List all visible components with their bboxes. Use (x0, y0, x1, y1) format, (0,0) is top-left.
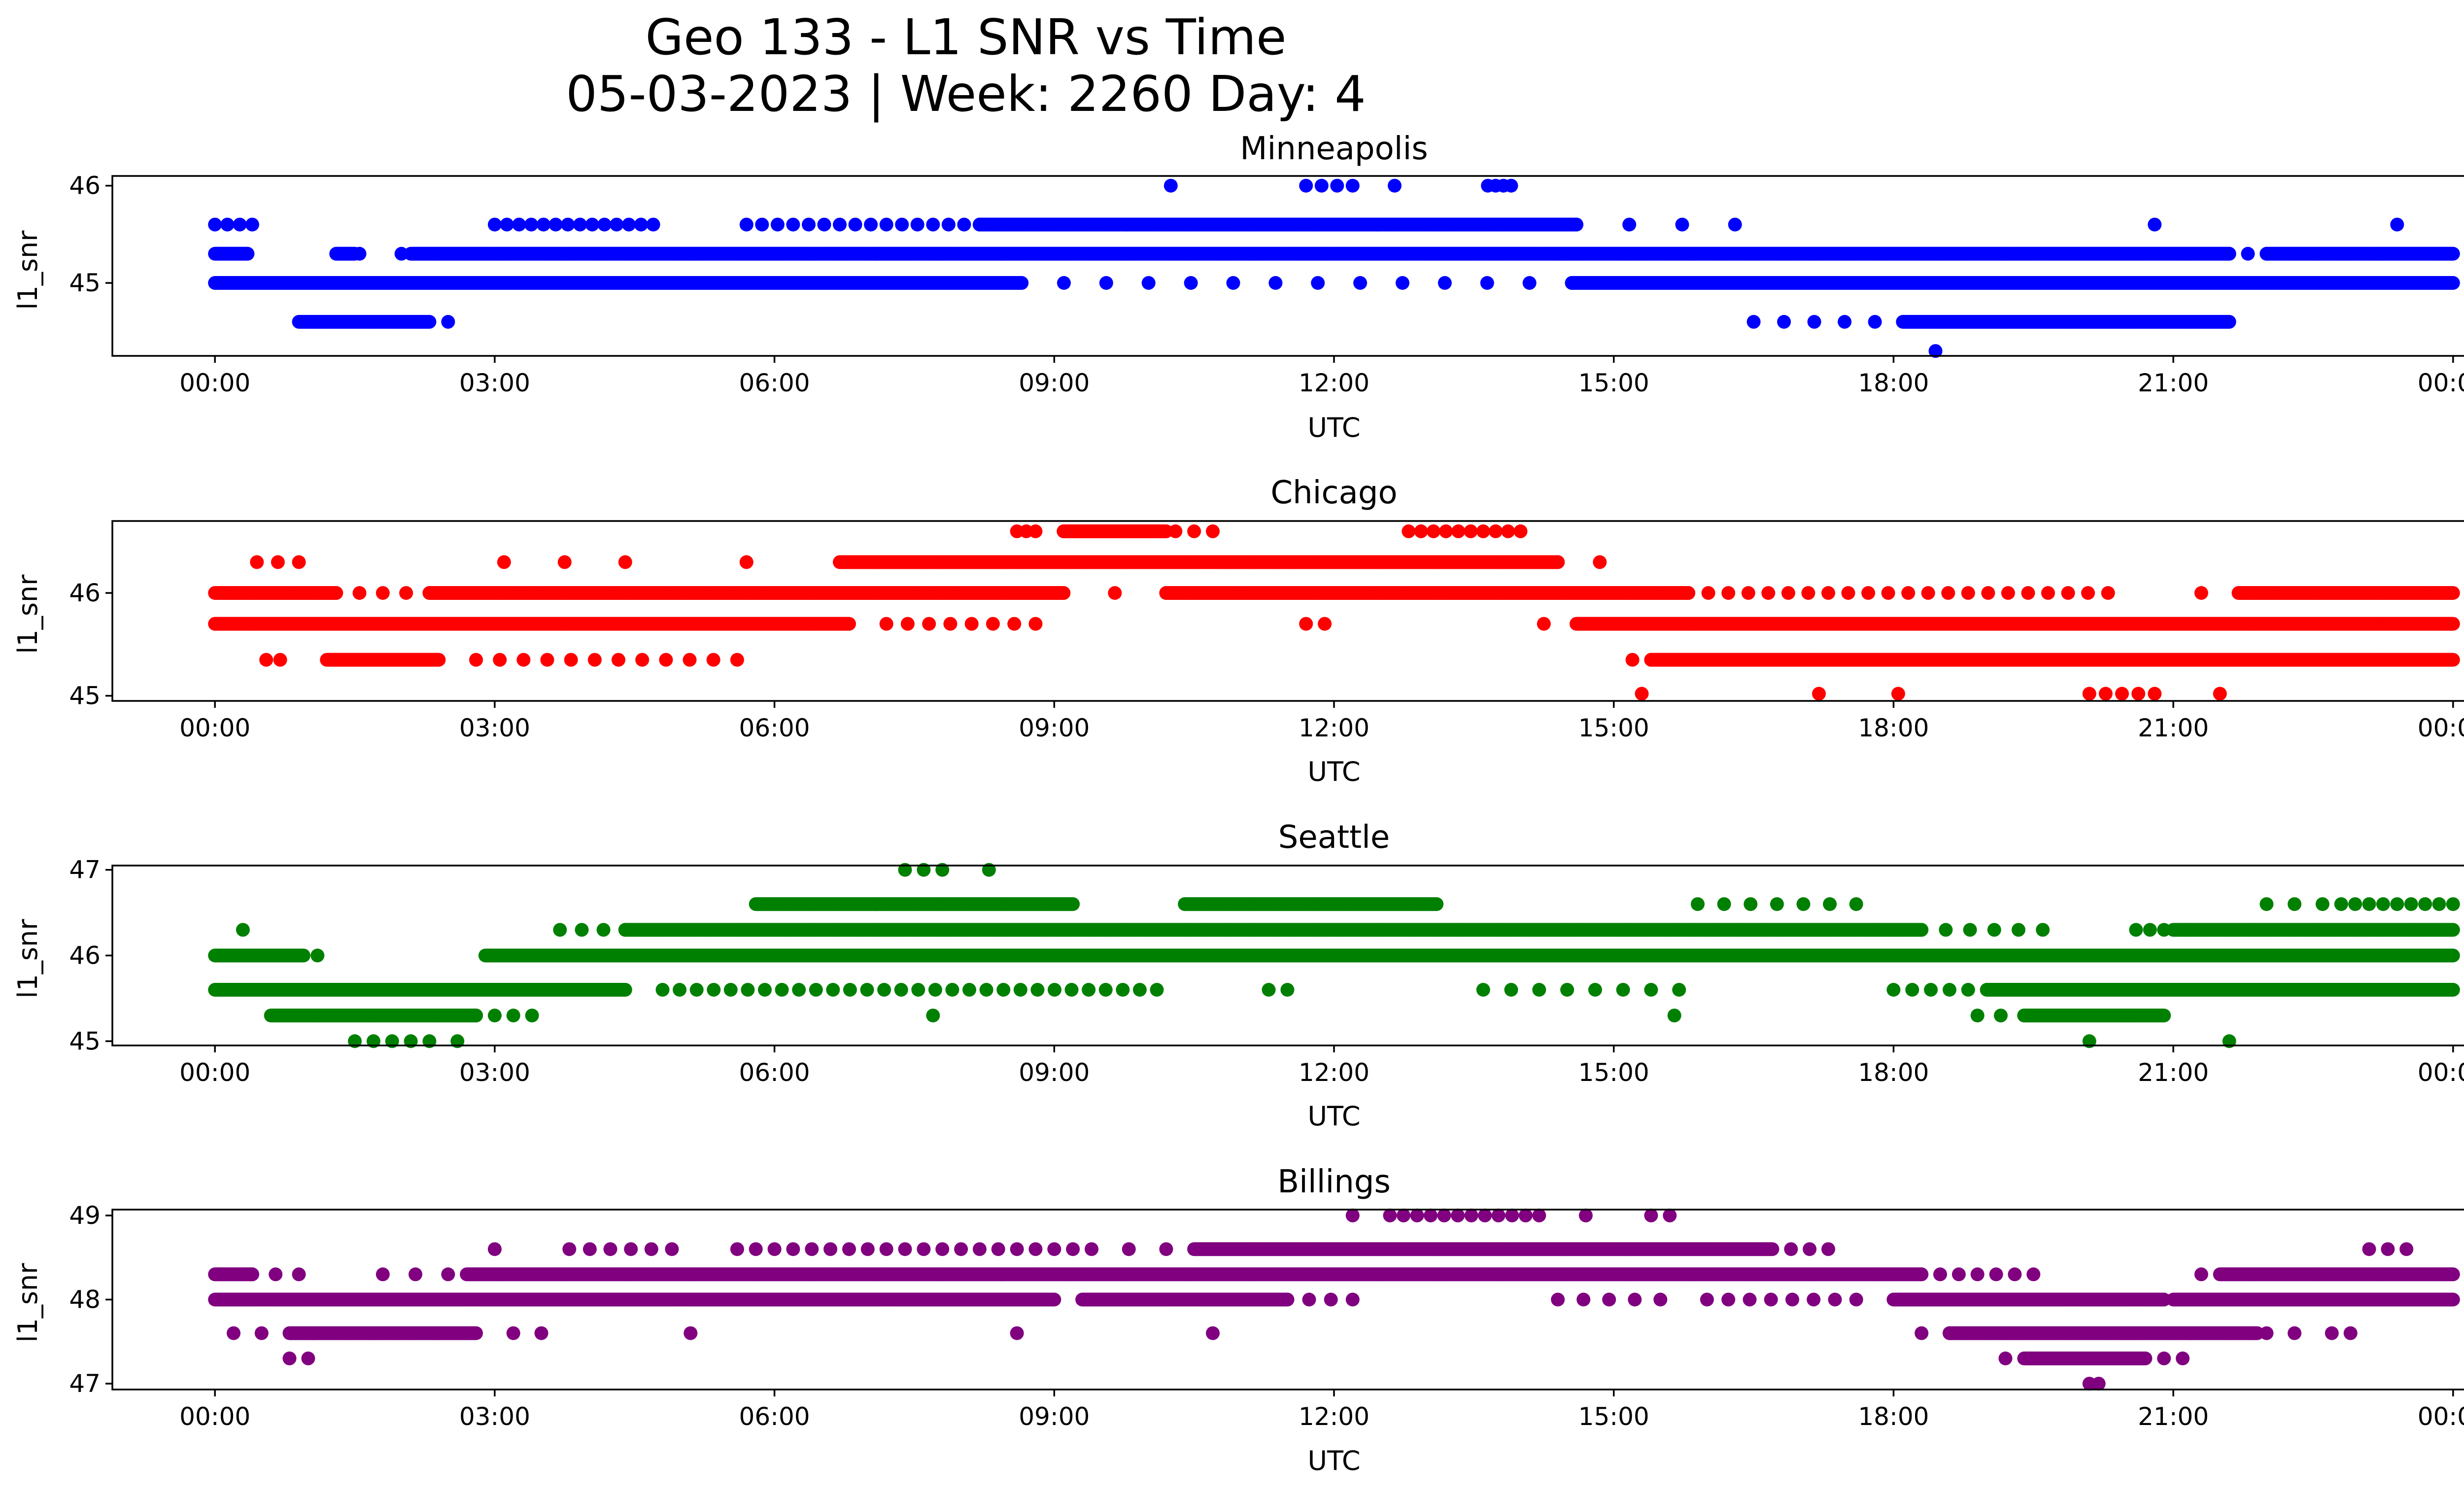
y-axis-label: l1_snr (12, 230, 43, 310)
data-point (2446, 247, 2460, 261)
data-point (1184, 276, 1198, 290)
data-point (353, 247, 367, 261)
data-point (1057, 276, 1071, 290)
data-point (2259, 247, 2273, 261)
data-point (1438, 276, 1452, 290)
data-point (2223, 247, 2236, 261)
data-point (849, 218, 862, 232)
data-point (610, 218, 623, 232)
data-point (233, 218, 247, 232)
data-point (942, 218, 956, 232)
figure-title-line1: Geo 133 - L1 SNR vs Time (646, 8, 1287, 66)
data-point (833, 218, 847, 232)
data-point (2148, 218, 2161, 232)
data-point (926, 218, 940, 232)
data-point (2241, 247, 2255, 261)
data-point (1268, 276, 1282, 290)
data-point (1523, 276, 1537, 290)
data-point (634, 218, 648, 232)
data-point (880, 218, 893, 232)
data-point (488, 218, 502, 232)
data-point (2446, 276, 2460, 290)
data-point (647, 218, 660, 232)
data-point (573, 218, 587, 232)
data-point (1227, 276, 1240, 290)
data-point (1622, 218, 1636, 232)
subplot-title: Minneapolis (1240, 131, 1428, 167)
data-point (802, 218, 816, 232)
data-point (422, 315, 436, 329)
data-point (1676, 218, 1689, 232)
data-point (895, 218, 909, 232)
data-point (740, 218, 753, 232)
data-point (622, 218, 636, 232)
data-point (786, 218, 800, 232)
data-point (500, 218, 514, 232)
data-point (1728, 218, 1742, 232)
data-point (512, 218, 526, 232)
data-point (1565, 276, 1579, 290)
x-axis-label: UTC (1307, 412, 1360, 443)
data-point (957, 218, 971, 232)
data-point (1570, 218, 1583, 232)
data-point (864, 218, 878, 232)
data-point (1480, 276, 1494, 290)
figure: Geo 133 - L1 SNR vs Time 05-03-2023 | We… (0, 0, 2464, 1495)
data-point (598, 218, 612, 232)
data-point (1099, 276, 1113, 290)
data-point (1142, 276, 1156, 290)
data-point (245, 218, 259, 232)
data-point (1015, 276, 1028, 290)
data-point (549, 218, 563, 232)
data-point (973, 218, 987, 232)
data-point (1353, 276, 1367, 290)
data-point (1311, 276, 1325, 290)
data-point (911, 218, 924, 232)
data-point (208, 218, 222, 232)
data-point (561, 218, 575, 232)
data-point (220, 218, 234, 232)
data-point (585, 218, 599, 232)
data-point (1396, 276, 1409, 290)
data-point (755, 218, 769, 232)
data-point (537, 218, 550, 232)
data-point (2390, 218, 2404, 232)
figure-title-line2: 05-03-2023 | Week: 2260 Day: 4 (566, 65, 1366, 123)
data-point (395, 247, 409, 261)
data-point (524, 218, 538, 232)
data-point (240, 247, 254, 261)
data-point (771, 218, 785, 232)
data-point (818, 218, 831, 232)
